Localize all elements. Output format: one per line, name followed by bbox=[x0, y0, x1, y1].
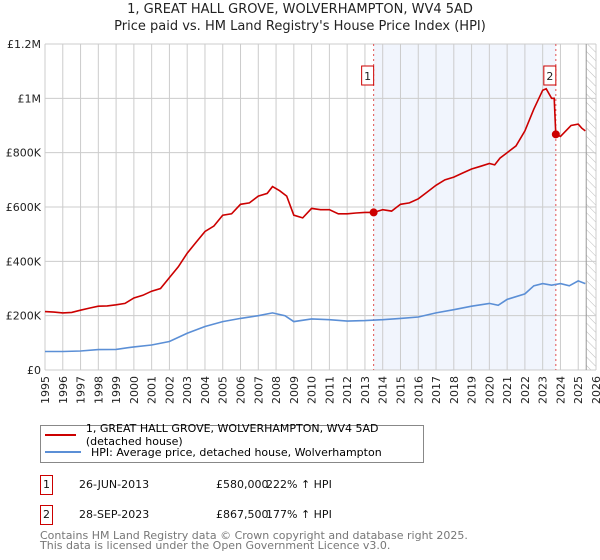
sale-label: 2 bbox=[546, 70, 553, 83]
transaction-hpi: 222% ↑ HPI bbox=[266, 478, 332, 491]
legend-label: 1, GREAT HALL GROVE, WOLVERHAMPTON, WV4 … bbox=[85, 422, 379, 448]
transaction-row: 2 28-SEP-2023 £867,500 177% ↑ HPI bbox=[40, 505, 440, 525]
x-tick-label: 2012 bbox=[341, 376, 354, 404]
transaction-badge: 1 bbox=[40, 475, 53, 495]
legend-swatch-red bbox=[45, 434, 76, 436]
chart-subtitle: Price paid vs. HM Land Registry's House … bbox=[114, 19, 486, 34]
x-tick-label: 1997 bbox=[75, 376, 88, 404]
x-tick-label: 2017 bbox=[430, 376, 443, 404]
sale-point bbox=[369, 208, 378, 217]
y-tick-label: £400K bbox=[6, 255, 42, 268]
y-tick-label: £1.2M bbox=[7, 38, 41, 51]
transaction-date: 28-SEP-2023 bbox=[79, 508, 150, 521]
legend: 1, GREAT HALL GROVE, WOLVERHAMPTON, WV4 … bbox=[40, 422, 424, 463]
sale-label-box bbox=[543, 65, 557, 86]
transaction-row: 1 26-JUN-2013 £580,000 222% ↑ HPI bbox=[40, 475, 440, 495]
y-tick-label: £1M bbox=[18, 92, 42, 105]
footer: Contains HM Land Registry data © Crown c… bbox=[40, 529, 468, 552]
x-tick-label: 2011 bbox=[323, 376, 336, 404]
x-tick-label: 1999 bbox=[110, 376, 123, 404]
x-tick-label: 2023 bbox=[537, 376, 550, 404]
y-tick-label: £0 bbox=[27, 364, 41, 377]
x-tick-label: 2000 bbox=[128, 376, 141, 404]
x-tick-label: 2021 bbox=[501, 376, 514, 404]
x-tick-label: 2007 bbox=[252, 376, 265, 404]
footer-licence: This data is licensed under the Open Gov… bbox=[40, 539, 391, 552]
x-tick-label: 1998 bbox=[92, 376, 105, 404]
x-tick-label: 2013 bbox=[359, 376, 372, 404]
x-tick-label: 2018 bbox=[448, 376, 461, 404]
x-tick-label: 2025 bbox=[572, 376, 585, 404]
x-tick-label: 2008 bbox=[270, 376, 283, 404]
x-tick-label: 1995 bbox=[39, 376, 52, 404]
x-tick-label: 2006 bbox=[235, 376, 248, 404]
legend-item-property: 1, GREAT HALL GROVE, WOLVERHAMPTON, WV4 … bbox=[45, 422, 423, 448]
transaction-price: £580,000 bbox=[216, 478, 269, 491]
transaction-badge: 2 bbox=[40, 505, 53, 525]
sale-label: 1 bbox=[364, 70, 371, 83]
chart-title: 1, GREAT HALL GROVE, WOLVERHAMPTON, WV4 … bbox=[127, 2, 473, 17]
x-tick-label: 2001 bbox=[146, 376, 159, 404]
legend-swatch-blue bbox=[45, 451, 81, 453]
hpi-series-line bbox=[45, 280, 586, 353]
price-chart: 1995 1996 1997 1998 1999 2000 2001 2002 2003 2004… bbox=[6, 38, 600, 404]
legend-label: HPI: Average price, detached house, Wolv… bbox=[91, 445, 382, 459]
y-tick-label: £800K bbox=[6, 147, 42, 160]
x-tick-label: 2016 bbox=[412, 376, 425, 404]
x-tick-label: 2003 bbox=[181, 376, 194, 404]
x-tick-label: 2004 bbox=[199, 376, 212, 404]
transaction-date: 26-JUN-2013 bbox=[79, 478, 150, 491]
x-tick-label: 2015 bbox=[394, 376, 407, 404]
transaction-price: £867,500 bbox=[216, 508, 269, 521]
sale-label-box bbox=[361, 65, 375, 86]
x-tick-label: 2010 bbox=[306, 376, 319, 404]
x-tick-label: 2022 bbox=[519, 376, 532, 404]
footer-copyright: Contains HM Land Registry data © Crown c… bbox=[40, 529, 468, 542]
sale-point bbox=[551, 130, 560, 139]
x-tick-label: 2009 bbox=[288, 376, 301, 404]
x-tick-label: 2005 bbox=[217, 376, 230, 404]
x-tick-label: 2020 bbox=[483, 376, 496, 404]
x-tick-label: 1996 bbox=[57, 376, 70, 404]
x-tick-label: 2026 bbox=[590, 376, 600, 404]
transaction-hpi: 177% ↑ HPI bbox=[266, 508, 332, 521]
x-tick-label: 2002 bbox=[163, 376, 176, 404]
legend-item-hpi: HPI: Average price, detached house, Wolv… bbox=[45, 444, 382, 460]
x-tick-label: 2019 bbox=[466, 376, 479, 404]
x-tick-label: 2014 bbox=[377, 376, 390, 404]
property-series-line bbox=[44, 87, 586, 314]
x-tick-label: 2024 bbox=[554, 376, 567, 404]
y-tick-label: £600K bbox=[6, 201, 42, 214]
y-tick-label: £200K bbox=[6, 310, 42, 323]
